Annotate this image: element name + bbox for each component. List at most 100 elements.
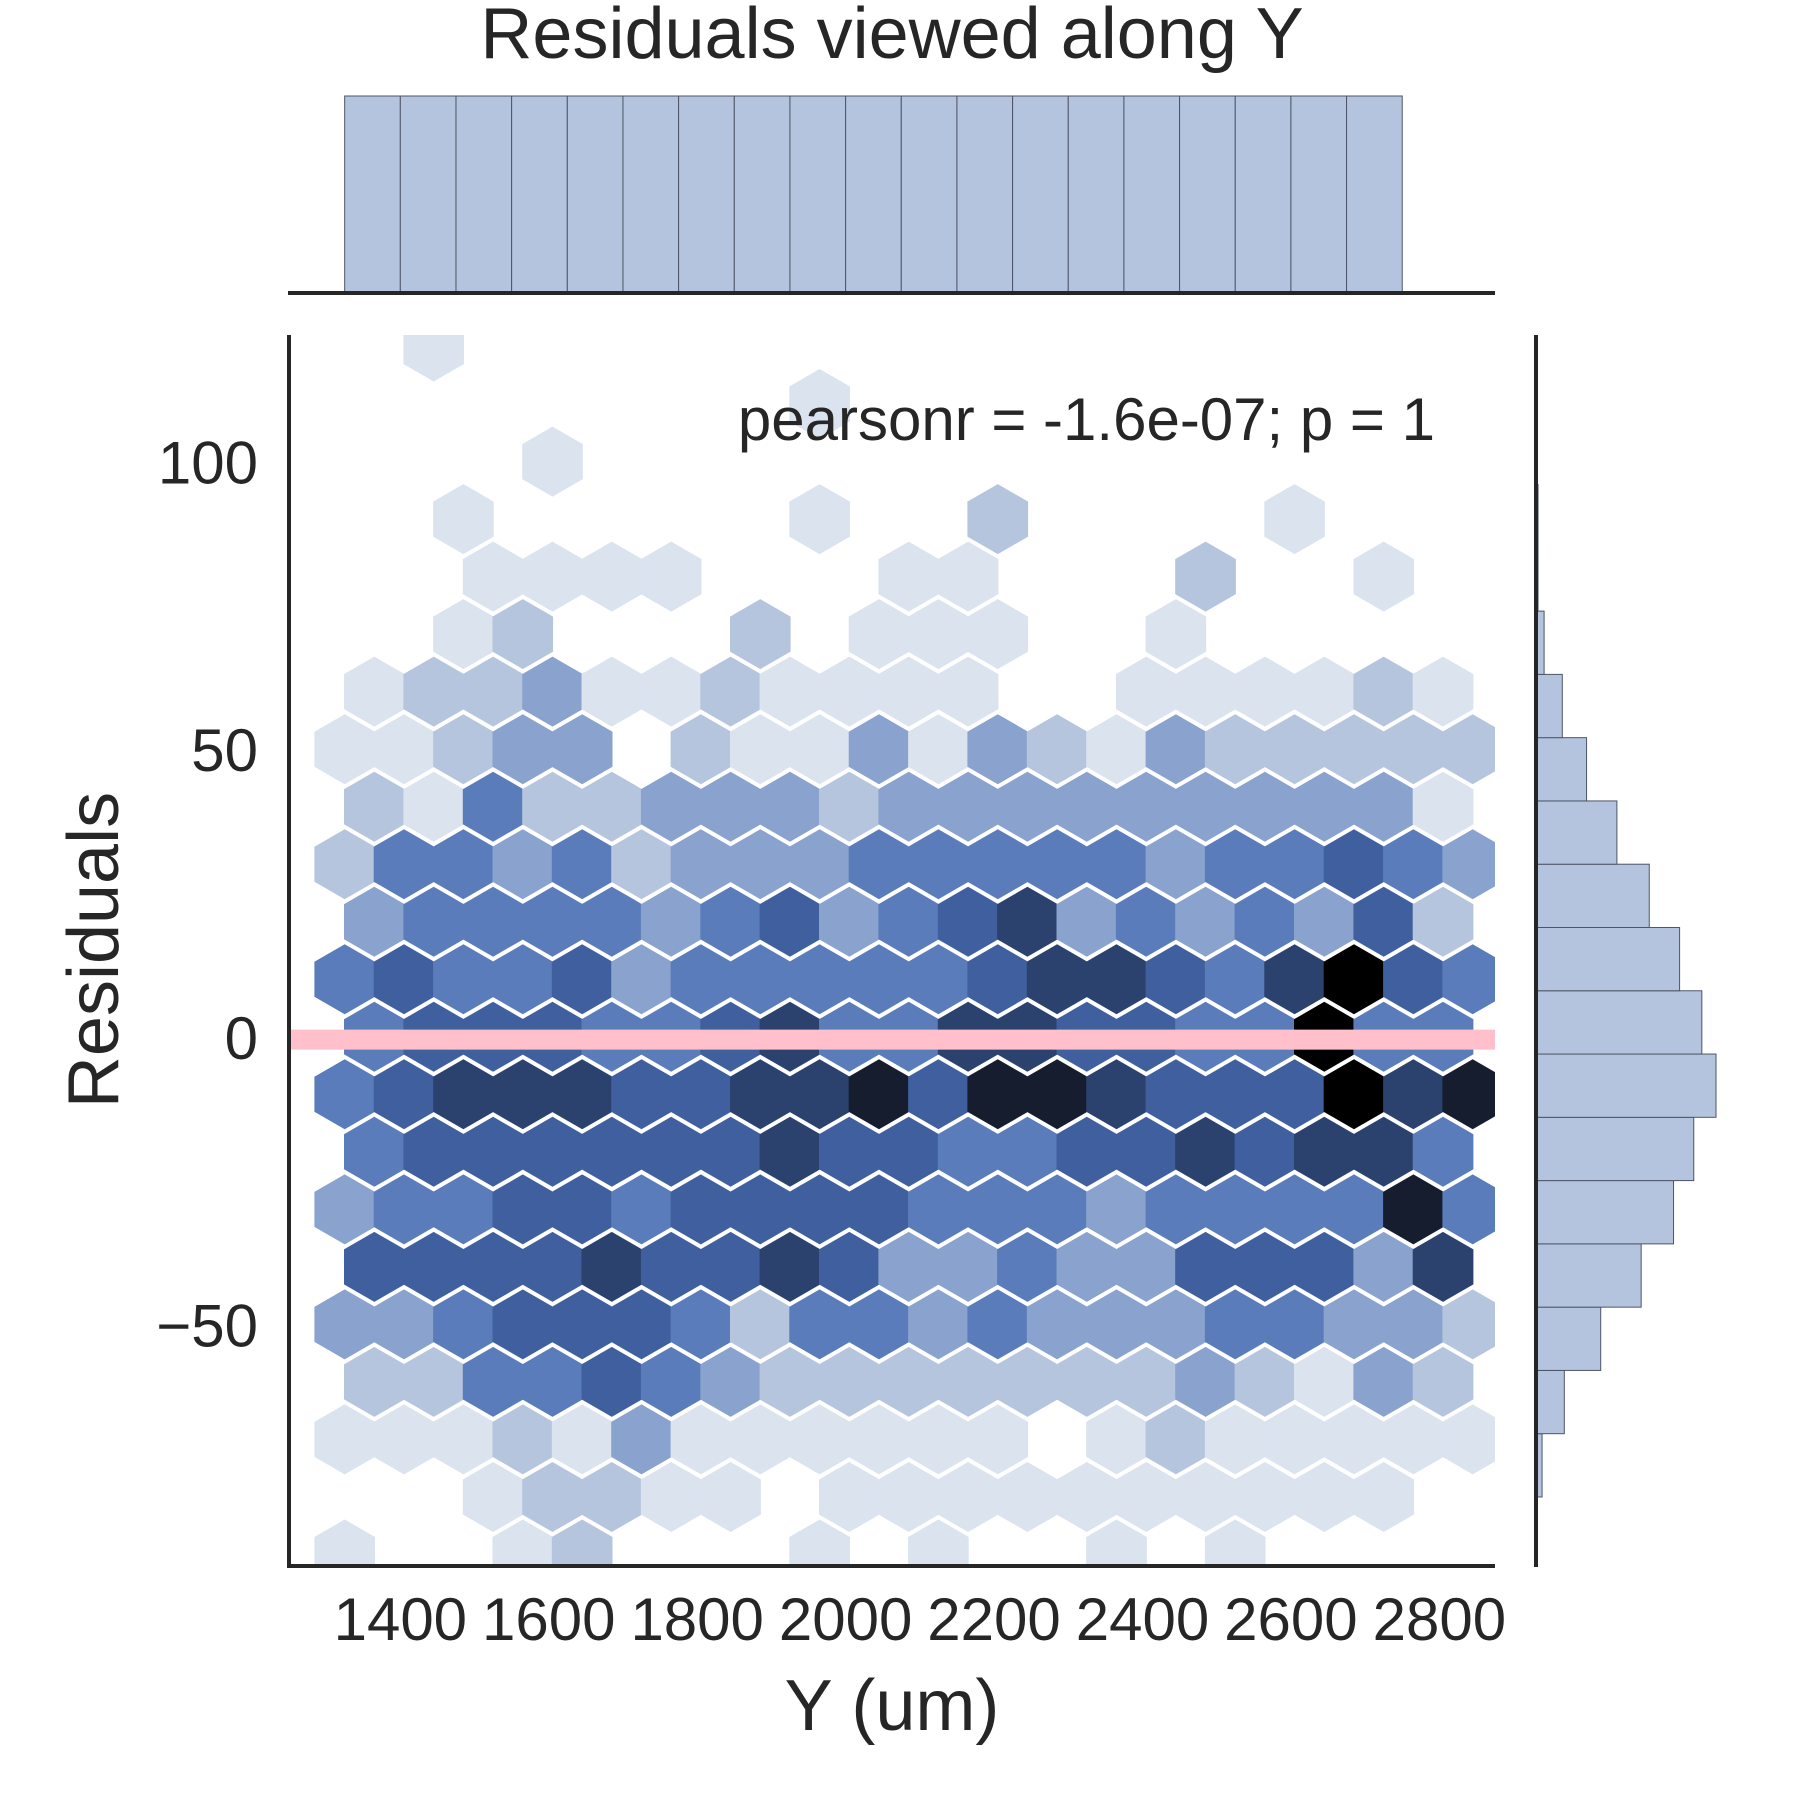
hex-cell [1264,944,1325,1015]
hex-cell [611,1289,672,1360]
hex-cell [373,944,435,1015]
hex-cell [908,829,969,900]
hex-cell [1264,1404,1325,1475]
hex-cell [314,1519,375,1565]
hex-cell [967,829,1029,900]
hex-cell [581,541,643,612]
hex-cell [730,1059,791,1130]
hex-cell [611,1174,672,1245]
hex-cell [848,1174,910,1245]
hex-cell [522,771,583,842]
hex-cell [1353,656,1414,727]
hex-cell [433,1174,494,1245]
hex-cell [640,1346,702,1417]
hex-cell [789,369,850,439]
hex-cell [433,714,494,785]
marginal-x-bar [789,95,847,294]
hex-cell [1264,1059,1325,1130]
hex-cell [1294,771,1355,842]
x-tick-label: 2400 [1076,1586,1209,1653]
hex-cell [759,1116,821,1187]
hex-cell [878,656,939,727]
hex-cell [1442,1174,1495,1245]
hex-cell [462,886,524,957]
hex-cell [759,771,821,842]
hex-cell [1294,1116,1355,1187]
hex-cell [1086,1404,1147,1475]
hex-cell [522,1116,583,1187]
hex-cell [581,1462,643,1532]
marginal-y-bar [1535,926,1681,992]
hex-cell [1442,944,1495,1015]
hex-cell [759,656,821,727]
hex-cell [1412,771,1474,842]
hex-cell [551,944,613,1015]
chart-title: Residuals viewed along Y [480,0,1303,74]
hex-cell [1323,1174,1385,1245]
hex-cell [1175,1346,1236,1417]
hex-cell [1323,944,1385,1015]
hex-cell [670,1404,732,1475]
hex-cell [492,829,554,900]
hex-cell [581,886,643,957]
hex-cell [1383,1174,1444,1245]
hex-cell [997,1346,1058,1417]
hex-cell [1412,1116,1474,1187]
hex-cell [492,1174,554,1245]
hex-cell [700,1231,761,1302]
hex-cell [1115,1462,1177,1532]
hex-cell [581,1116,643,1187]
hex-cell [670,1059,732,1130]
hex-cell [640,771,702,842]
hex-cell [1383,1289,1444,1360]
hex-cell [551,1059,613,1130]
hex-cell [908,1174,969,1245]
x-tick-label: 2000 [779,1586,912,1653]
hex-cell [789,1404,850,1475]
hex-cell [1353,1462,1414,1532]
hex-cell [1115,886,1177,957]
hex-cell [967,714,1029,785]
hex-cell [373,1174,435,1245]
hex-cell [1175,541,1236,612]
hex-cell [700,1116,761,1187]
marginal-x-bar [1346,95,1403,294]
hex-cell [1264,1289,1325,1360]
hex-cell [848,1059,910,1130]
hex-cell [937,1116,999,1187]
hex-cell [878,541,939,612]
hex-cell [997,771,1058,842]
hex-cell [1056,1116,1118,1187]
hex-cell [403,886,464,957]
hex-cell [937,1231,999,1302]
hex-cell [1026,944,1088,1015]
hex-cell [640,1116,702,1187]
hex-cell [967,1289,1029,1360]
hex-cell [700,1462,761,1532]
hex-cell [1204,1174,1266,1245]
hex-cell [462,1231,524,1302]
hex-cell [403,1346,464,1417]
marginal-x-bar [900,95,958,294]
hex-cell [878,1346,939,1417]
x-tick-label: 1400 [334,1586,467,1653]
y-tick-label: 50 [191,717,258,784]
hex-cell [1323,714,1385,785]
hex-cell [937,1462,999,1532]
hex-cell [937,886,999,957]
hex-cell [611,1059,672,1130]
hex-cell [759,1231,821,1302]
hex-cell [1383,829,1444,900]
hex-cell [344,1231,405,1302]
hex-cell [1204,829,1266,900]
hex-cell [878,1116,939,1187]
hex-cell [1353,1116,1414,1187]
hex-cell [730,944,791,1015]
hex-cell [1086,829,1147,900]
hex-cell [433,484,494,555]
hex-cell [373,829,435,900]
hex-cell [1175,886,1236,957]
hex-cell [967,944,1029,1015]
hex-cell [908,1289,969,1360]
hex-cell [1145,829,1207,900]
